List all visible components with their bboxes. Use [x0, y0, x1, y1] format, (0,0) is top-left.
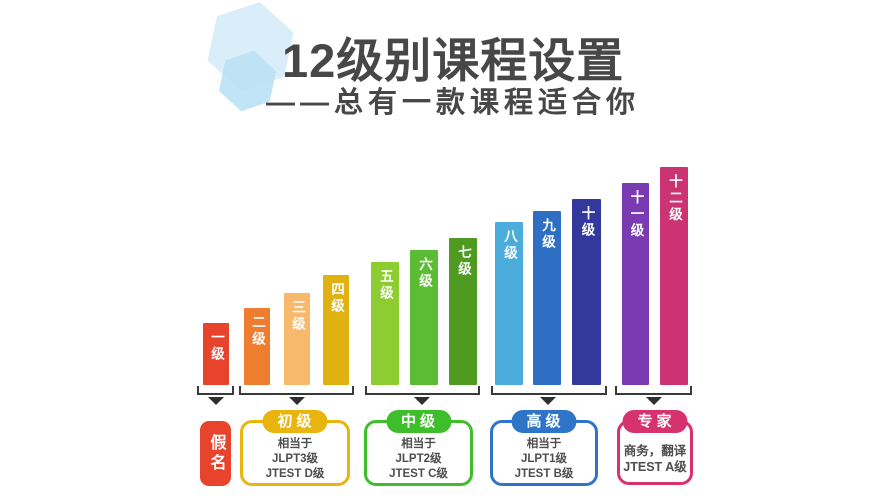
bar-level-5: 五级	[371, 262, 399, 385]
group-bracket-advanced	[491, 386, 607, 395]
desc-line: 相当于	[401, 438, 436, 450]
group-description: 相当于 JLPT2级 JTEST C级	[367, 423, 470, 482]
group-bracket-expert	[615, 386, 692, 395]
bar-level-2: 二级	[244, 308, 270, 385]
arrow-down-icon	[414, 397, 430, 405]
bar-label: 十一级	[628, 190, 644, 240]
group-box-kana: 假名	[200, 421, 231, 486]
bar-label: 八级	[502, 229, 517, 262]
bar-level-12: 十二级	[660, 167, 688, 385]
desc-line: JTEST C级	[389, 468, 448, 480]
bar-level-6: 六级	[410, 250, 438, 385]
group-label-intermediate: 中级	[385, 410, 452, 433]
group-description: 相当于 JLPT3级 JTEST D级	[243, 423, 347, 482]
bar-level-8: 八级	[495, 222, 523, 385]
group-description: 相当于 JLPT1级 JTEST B级	[493, 423, 595, 482]
bar-level-1: 一级	[203, 323, 229, 385]
arrow-down-icon	[208, 397, 224, 405]
group-box-advanced: 高级 相当于 JLPT1级 JTEST B级	[490, 410, 598, 486]
group-bracket-kana	[197, 386, 234, 395]
bar-level-3: 三级	[284, 293, 310, 385]
desc-line: 商务，翻译	[623, 444, 687, 458]
arrow-down-icon	[646, 397, 662, 405]
group-box-intermediate: 中级 相当于 JLPT2级 JTEST C级	[364, 410, 473, 486]
group-label-advanced: 高级	[511, 410, 577, 433]
group-label-beginner: 初级	[262, 410, 328, 433]
desc-line: JLPT2级	[395, 453, 442, 465]
arrow-down-icon	[289, 397, 305, 405]
bar-label: 七级	[456, 245, 471, 278]
bar-level-10: 十级	[572, 199, 601, 385]
desc-line: JTEST B级	[514, 468, 574, 480]
group-box-expert: 专家 商务，翻译 JTEST A级	[617, 410, 693, 485]
group-box-beginner: 初级 相当于 JLPT3级 JTEST D级	[240, 410, 350, 486]
page-title: 12级别课程设置	[282, 34, 625, 87]
group-bracket-beginner	[239, 386, 354, 395]
bar-label: 九级	[540, 218, 555, 251]
bar-label: 三级	[290, 300, 305, 333]
bar-label: 五级	[378, 269, 393, 302]
bar-level-4: 四级	[323, 275, 349, 385]
group-description: 商务，翻译 JTEST A级	[620, 423, 690, 475]
bar-label: 四级	[329, 282, 344, 315]
bar-level-11: 十一级	[622, 183, 649, 385]
group-label-expert: 专家	[622, 410, 688, 433]
desc-line: JLPT3级	[271, 453, 318, 465]
bar-label: 十级	[579, 206, 595, 239]
bar-level-9: 九级	[533, 211, 561, 385]
arrow-down-icon	[540, 397, 556, 405]
bar-label: 一级	[209, 330, 224, 363]
desc-line: JTEST A级	[623, 460, 687, 474]
group-bracket-intermediate	[365, 386, 480, 395]
desc-line: 相当于	[526, 438, 562, 450]
page-subtitle: ——总有一款课程适合你	[266, 87, 641, 119]
desc-line: JTEST D级	[265, 468, 325, 480]
bar-level-7: 七级	[449, 238, 477, 385]
bar-label: 十二级	[667, 174, 682, 224]
bar-label: 六级	[417, 257, 432, 290]
bar-label: 二级	[250, 315, 265, 348]
desc-line: JLPT1级	[520, 453, 567, 465]
group-label-kana: 假名	[207, 433, 225, 474]
desc-line: 相当于	[277, 438, 313, 450]
